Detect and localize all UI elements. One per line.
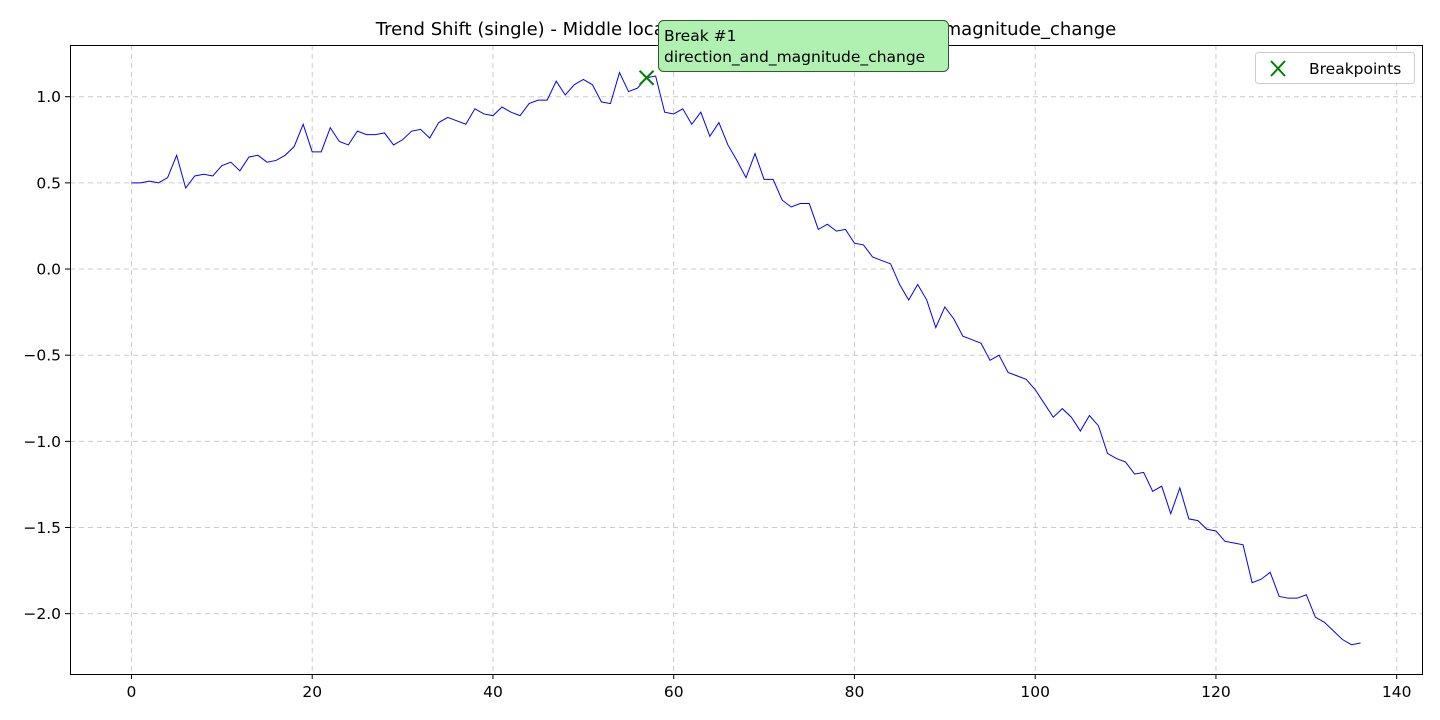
annotation-line-1: Break #1 — [664, 27, 736, 45]
y-tick-label: −1.0 — [23, 433, 61, 451]
y-tick-label: 1.0 — [36, 88, 61, 106]
x-tick-label: 80 — [845, 683, 865, 701]
annotation-line-2: direction_and_magnitude_change — [664, 48, 925, 67]
x-tick-label: 60 — [664, 683, 684, 701]
x-tick-label: 40 — [483, 683, 503, 701]
breakpoint-marker — [638, 70, 655, 86]
x-tick-label: 20 — [302, 683, 322, 701]
x-tick-label: 0 — [127, 683, 137, 701]
annotation-background — [658, 20, 949, 72]
y-tick-label: −1.5 — [23, 519, 61, 537]
plot-area — [131, 70, 1361, 646]
y-tick-label: 0.5 — [36, 174, 61, 192]
y-tick-label: −0.5 — [23, 347, 61, 365]
y-tick-label: −2.0 — [23, 605, 61, 623]
x-axis: 0 20 40 60 80 100 120 140 — [127, 674, 1412, 701]
y-axis: 1.0 0.5 0.0 −0.5 −1.0 −1.5 −2.0 — [23, 88, 70, 623]
y-tick-label: 0.0 — [36, 261, 61, 279]
series-line — [131, 71, 1361, 646]
legend-marker-icon — [1270, 60, 1286, 77]
breakpoints — [638, 70, 655, 86]
x-tick-label: 140 — [1382, 683, 1412, 701]
grid — [70, 45, 1422, 674]
x-tick-label: 100 — [1020, 683, 1050, 701]
legend-frame — [1255, 52, 1415, 84]
legend: Breakpoints — [1255, 52, 1415, 84]
x-tick-label: 120 — [1201, 683, 1231, 701]
annotation-box: Break #1 direction_and_magnitude_change — [658, 20, 949, 72]
legend-label: Breakpoints — [1309, 60, 1401, 78]
